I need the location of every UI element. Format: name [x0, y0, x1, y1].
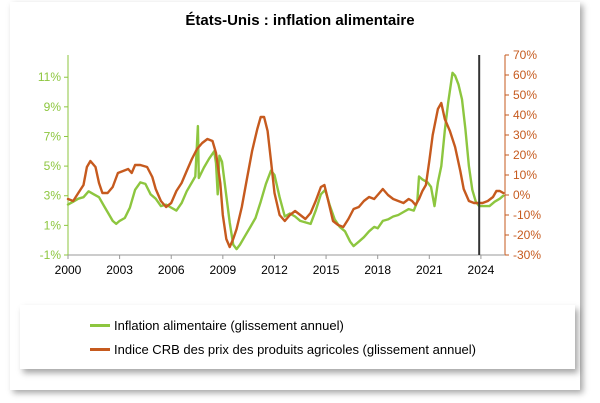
chart-title: États-Unis : inflation alimentaire [185, 12, 415, 29]
y-right-tick-label: 0% [513, 188, 531, 202]
y-right-tick-label: 40% [513, 108, 537, 122]
y-right-tick-label: -20% [513, 228, 541, 242]
legend-swatch-crb-index [90, 347, 110, 351]
y-left-tick-label: 1% [44, 218, 62, 232]
y-right-tick-label: -30% [513, 248, 541, 262]
legend-swatch-food-inflation [90, 323, 110, 327]
y-left-tick-label: -1% [40, 248, 62, 262]
y-right-tick-label: 30% [513, 128, 537, 142]
x-tick-label: 2021 [416, 263, 443, 277]
chart-legend: Inflation alimentaire (glissement annuel… [20, 305, 575, 369]
x-tick-label: 2018 [364, 263, 391, 277]
series-line-food-inflation [66, 71, 505, 251]
legend-item-crb-index: Indice CRB des prix des produits agricol… [90, 339, 476, 359]
y-right-tick-label: 20% [513, 148, 537, 162]
y-right-tick-label: -10% [513, 208, 541, 222]
y-left-tick-label: 5% [44, 159, 62, 173]
y-right-tick-label: 70% [513, 48, 537, 62]
y-left-tick-label: 11% [38, 70, 61, 84]
x-tick-label: 2012 [261, 263, 288, 277]
y-right-tick-label: 10% [513, 168, 537, 182]
legend-item-food-inflation: Inflation alimentaire (glissement annuel… [90, 315, 344, 335]
x-tick-label: 2009 [209, 263, 236, 277]
x-tick-label: 2024 [468, 263, 495, 277]
y-left-tick-label: 9% [44, 100, 62, 114]
x-tick-label: 2015 [313, 263, 340, 277]
y-left-tick-label: 7% [44, 129, 62, 143]
x-tick-label: 2000 [55, 263, 82, 277]
y-left-tick-label: 3% [44, 189, 62, 203]
legend-label-crb-index: Indice CRB des prix des produits agricol… [114, 341, 477, 357]
y-right-tick-label: 50% [513, 88, 537, 102]
legend-label-food-inflation: Inflation alimentaire (glissement annuel… [114, 317, 344, 333]
x-tick-label: 2003 [106, 263, 133, 277]
x-tick-label: 2006 [158, 263, 185, 277]
y-right-tick-label: 60% [513, 68, 537, 82]
series-line-crb-index [66, 101, 505, 249]
